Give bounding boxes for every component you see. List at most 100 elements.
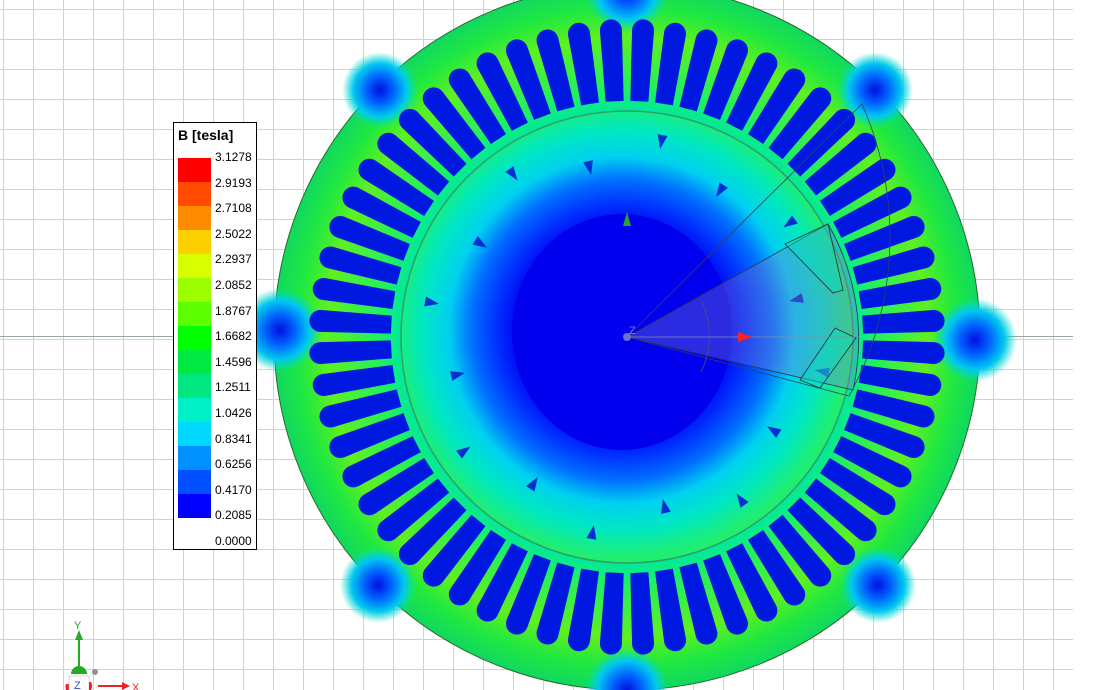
stator-slot [768, 514, 832, 587]
stator-slot [703, 554, 748, 635]
stator-slot [358, 158, 434, 217]
triad-y-label: Y [74, 620, 82, 632]
stator-slot [804, 478, 877, 542]
legend-swatch [178, 158, 211, 182]
triad-x-label: X [132, 682, 140, 690]
stator-slot [377, 132, 450, 196]
stator-slot [655, 22, 686, 106]
stator-slot [844, 216, 925, 261]
stator-slot [833, 186, 912, 238]
legend-value-label: 0.6256 [215, 457, 252, 472]
rotor-notch [657, 134, 668, 149]
stator-slot [506, 39, 551, 120]
stator-slot [852, 389, 935, 428]
legend-swatch [178, 374, 211, 398]
rotor-notch [789, 293, 804, 303]
legend-value-label: 1.0426 [215, 406, 252, 420]
legend-value-label: 3.1278 [215, 150, 252, 164]
legend-color-bar [178, 158, 211, 542]
stator-slot [787, 497, 856, 566]
stator-slot [787, 108, 856, 177]
rotor-magnet-notches [424, 134, 830, 540]
rotor-notch [456, 446, 471, 459]
stator-slot [833, 436, 912, 488]
legend-value-label: 2.0852 [215, 278, 252, 292]
legend-value-label: 0.2085 [215, 508, 252, 523]
legend-swatch [178, 446, 211, 470]
rotor-notch [586, 525, 597, 540]
stator-slot [599, 19, 624, 102]
stator-slot [398, 497, 467, 566]
stator-slot [448, 530, 507, 606]
legend-value-label: 1.2511 [215, 380, 251, 395]
stator-slot [342, 436, 421, 488]
rotor-notch [472, 236, 487, 248]
color-legend[interactable]: B [tesla] 3.1278 2.9193 2.7108 2.5022 2.2937… [173, 122, 257, 550]
stator-slot [319, 246, 402, 285]
legend-swatch [178, 494, 211, 518]
legend-swatch [178, 398, 211, 422]
rotor-notch [526, 477, 538, 492]
stator-slot [398, 108, 467, 177]
rotor-notch [783, 215, 798, 228]
stator-slot [599, 572, 624, 655]
rotor-notch [767, 426, 782, 438]
legend-value-label: 1.4596 [215, 354, 252, 369]
stator-slot [309, 309, 392, 334]
legend-swatch [178, 254, 211, 278]
legend-swatch [178, 326, 211, 350]
rotor-notch [661, 499, 671, 514]
yoke-flux-spots [238, 0, 1017, 690]
y-direction-marker [623, 212, 631, 226]
rotor-notch [450, 371, 465, 381]
stator-slot [312, 365, 396, 396]
stator-slot [768, 87, 832, 160]
legend-swatch [178, 470, 211, 494]
legend-swatch [178, 278, 211, 302]
legend-value-label: 2.9193 [215, 175, 252, 190]
stator-slot [820, 457, 896, 516]
stator-slots [309, 19, 945, 655]
rotor-notch [815, 367, 830, 378]
stator-slot [476, 52, 528, 131]
stator-slot [679, 562, 718, 645]
triad-z-label: Z [74, 680, 81, 690]
legend-value-label: 2.7108 [215, 201, 252, 216]
rotor-notch [505, 166, 518, 181]
stator-slot [655, 568, 686, 652]
stator-slot [319, 389, 402, 428]
legend-value-label: 1.8767 [215, 303, 252, 318]
stator-slot [858, 278, 942, 309]
legend-swatch [178, 230, 211, 254]
stator-slot [536, 562, 575, 645]
legend-swatch [178, 206, 211, 230]
stator-slot [630, 572, 655, 655]
stator-slot [329, 413, 410, 458]
stator-slot [312, 278, 396, 309]
legend-swatch [178, 422, 211, 446]
stator-slot [862, 340, 945, 365]
axis-triad: Y Z X [65, 620, 140, 690]
stator-slot [703, 39, 748, 120]
triad-y-arrow-icon [75, 630, 83, 640]
stator-slot [747, 68, 806, 144]
rotor-notch [583, 160, 593, 175]
sector-overlay [625, 103, 891, 397]
stator-slot [852, 246, 935, 285]
legend-value-label: 0.0000 [215, 534, 252, 548]
stator-slot [820, 158, 896, 217]
legend-swatch [178, 350, 211, 374]
stator-slot [448, 68, 507, 144]
stator-slot [377, 478, 450, 542]
legend-value-label: 0.4170 [215, 482, 252, 497]
stator-slot [506, 554, 551, 635]
legend-swatch [178, 182, 211, 206]
rotor-notch [716, 182, 728, 197]
rotor-core-low-flux [512, 214, 732, 450]
stator-slot [804, 132, 877, 196]
stator-slot [862, 309, 945, 334]
stator-slot [422, 514, 486, 587]
stator-slot [309, 340, 392, 365]
